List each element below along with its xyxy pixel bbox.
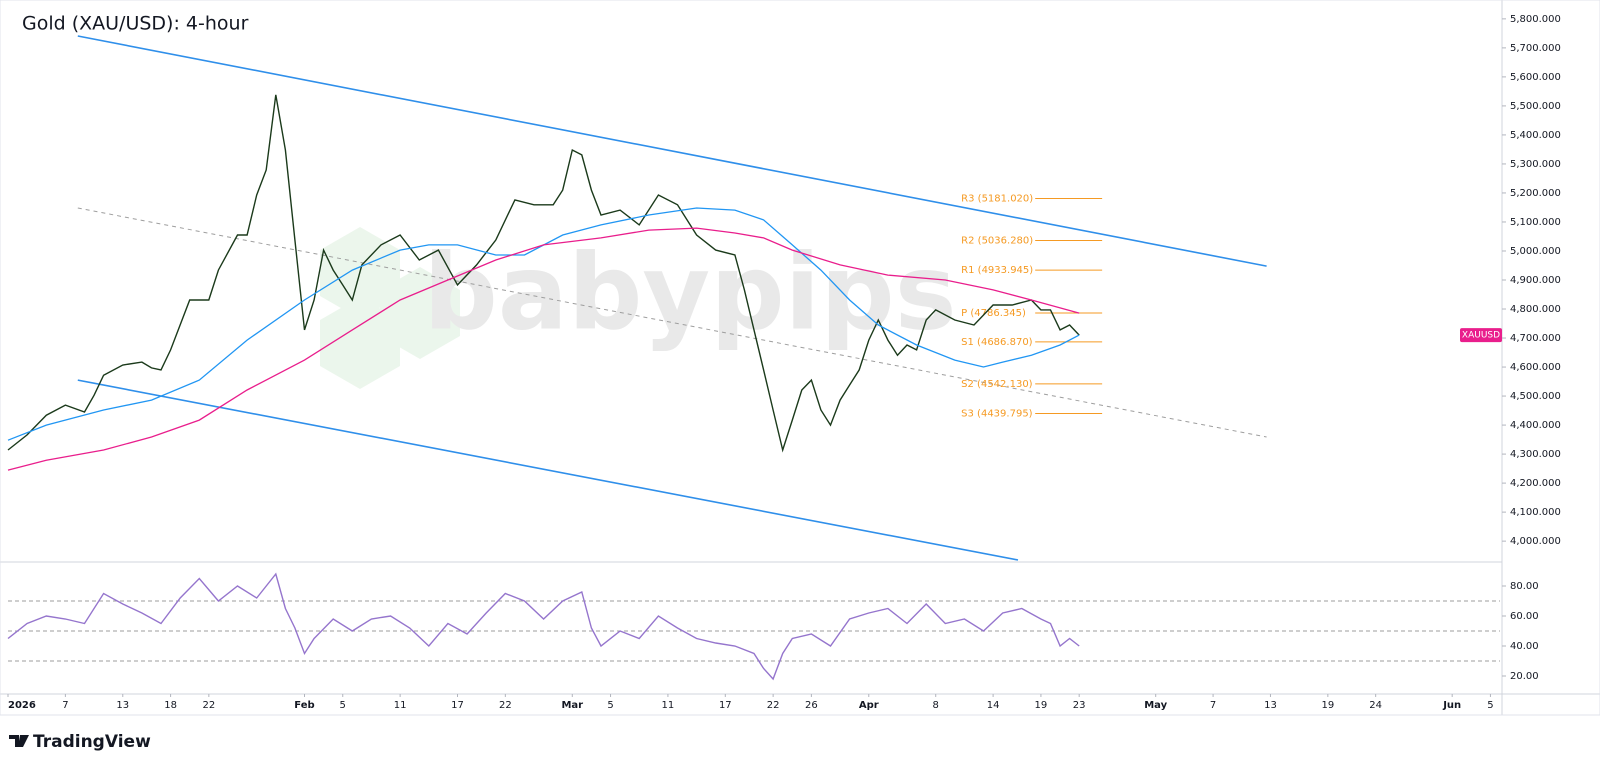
- price-tag: [1460, 328, 1502, 343]
- x-tick-label: Mar: [561, 700, 583, 711]
- price-line: [7, 572, 1080, 681]
- y-tick-label: 4,500.000: [1510, 391, 1561, 402]
- y-tick-label: 4,300.000: [1510, 449, 1561, 460]
- y-tick-label: 5,100.000: [1510, 217, 1561, 228]
- y-tick-label: 4,900.000: [1510, 275, 1561, 286]
- x-tick-label: 19: [1321, 700, 1334, 711]
- y-tick-label: 5,800.000: [1510, 14, 1561, 25]
- x-tick-label: 23: [1073, 700, 1086, 711]
- x-tick-label: 11: [662, 700, 675, 711]
- pivot-label: S1 (4686.870): [961, 337, 1033, 348]
- x-tick-label: 18: [164, 700, 177, 711]
- y-tick-label: 5,600.000: [1510, 72, 1561, 83]
- x-tick-label: 22: [202, 700, 215, 711]
- x-tick-label: 14: [987, 700, 1000, 711]
- pivot-label: S2 (4542.130): [961, 379, 1033, 390]
- y-tick-label: 5,200.000: [1510, 188, 1561, 199]
- x-tick-label: 11: [394, 700, 407, 711]
- y-tick-label: 4,000.000: [1510, 536, 1561, 547]
- x-tick-label: May: [1144, 700, 1167, 711]
- y-tick-label: 4,400.000: [1510, 420, 1561, 431]
- channel-line: [77, 379, 1019, 561]
- x-tick-label: Feb: [294, 700, 314, 711]
- x-tick-label: 13: [116, 700, 129, 711]
- x-tick-label: 8: [933, 700, 939, 711]
- y-tick-label: 4,700.000: [1510, 333, 1561, 344]
- y-tick-label: 5,500.000: [1510, 101, 1561, 112]
- x-tick-label: 17: [719, 700, 732, 711]
- x-tick-label: Jun: [1442, 700, 1461, 711]
- x-tick-label: 26: [805, 700, 818, 711]
- x-tick-label: 17: [451, 700, 464, 711]
- y-tick-label: 40.00: [1510, 641, 1539, 652]
- x-tick-label: 13: [1264, 700, 1277, 711]
- y-tick-label: 80.00: [1510, 581, 1539, 592]
- y-tick-label: 5,700.000: [1510, 43, 1561, 54]
- y-tick-label: 60.00: [1510, 611, 1539, 622]
- price-tag-label: XAUUSD: [1462, 331, 1500, 341]
- x-tick-label: 7: [62, 700, 68, 711]
- series-line: [7, 227, 1080, 471]
- x-tick-label: 22: [499, 700, 512, 711]
- x-tick-label: 24: [1369, 700, 1382, 711]
- watermark-logo: [320, 227, 460, 389]
- y-tick-label: 4,600.000: [1510, 362, 1561, 373]
- channel-line: [77, 35, 1267, 267]
- y-tick-label: 4,200.000: [1510, 478, 1561, 489]
- x-tick-label: Apr: [859, 700, 879, 711]
- x-tick-label: 5: [607, 700, 613, 711]
- y-tick-label: 20.00: [1510, 671, 1539, 682]
- pivot-label: R3 (5181.020): [961, 193, 1033, 204]
- logo: [9, 735, 29, 747]
- y-tick-label: 4,100.000: [1510, 507, 1561, 518]
- pivot-label: R2 (5036.280): [961, 235, 1033, 246]
- pivot-label: R1 (4933.945): [961, 265, 1033, 276]
- y-tick-label: 5,300.000: [1510, 159, 1561, 170]
- pivot-label: S3 (4439.795): [961, 409, 1033, 420]
- pivot-label: P (4786.345): [961, 308, 1026, 319]
- x-tick-label: 22: [767, 700, 780, 711]
- x-tick-label: 5: [340, 700, 346, 711]
- series-line: [7, 207, 1080, 441]
- x-tick-label: 7: [1210, 700, 1216, 711]
- chart-title: Gold (XAU/USD): 4-hour: [22, 13, 249, 35]
- footer-brand: TradingView: [33, 732, 151, 752]
- x-tick-label: 19: [1035, 700, 1048, 711]
- frame: [0, 0, 1600, 716]
- x-tick-label: 2026: [8, 700, 36, 711]
- y-tick-label: 5,400.000: [1510, 130, 1561, 141]
- y-tick-label: 4,800.000: [1510, 304, 1561, 315]
- y-tick-label: 5,000.000: [1510, 246, 1561, 257]
- channel-line: [77, 207, 1267, 438]
- x-tick-label: 5: [1487, 700, 1493, 711]
- price-line: [7, 94, 1080, 453]
- watermark: babypips: [423, 231, 956, 353]
